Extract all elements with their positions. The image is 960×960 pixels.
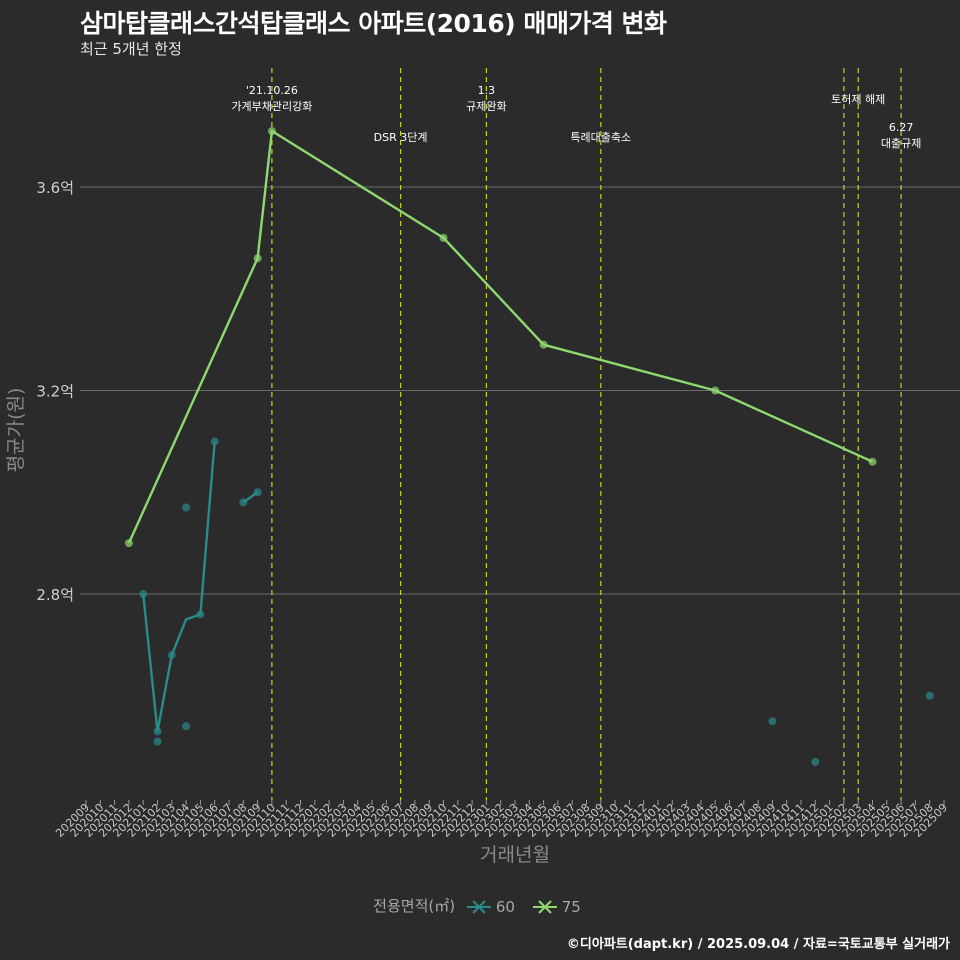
x-axis-label: 거래년월 bbox=[480, 844, 550, 866]
legend-label-60: 60 bbox=[495, 897, 515, 916]
legend-title: 전용면적(㎡) bbox=[373, 897, 456, 915]
series-60-point bbox=[253, 488, 262, 497]
legend-label-75: 75 bbox=[561, 897, 581, 916]
series-75-point bbox=[267, 127, 276, 136]
series-60-point bbox=[153, 737, 162, 746]
y-tick-label: 2.8억 bbox=[36, 586, 74, 604]
series-75-point bbox=[711, 386, 720, 395]
event-label: 특례대출축소 bbox=[570, 131, 631, 144]
event-label: 1.3 bbox=[478, 84, 496, 97]
chart-title: 삼마탑클래스간석탑클래스 아파트(2016) 매매가격 변화 bbox=[80, 9, 667, 38]
legend-item-60: 60 bbox=[466, 897, 521, 916]
event-label: 토허제 해제 bbox=[831, 92, 885, 106]
series-75-point bbox=[439, 233, 448, 242]
series-60-point bbox=[239, 498, 248, 507]
event-label: 가계부채관리강화 bbox=[231, 100, 312, 113]
series-60-point bbox=[768, 717, 777, 726]
legend-key-75-icon bbox=[532, 900, 557, 914]
event-label: 6.27 bbox=[889, 121, 914, 134]
event-label: '21.10.26 bbox=[246, 84, 298, 97]
series-60-point bbox=[182, 503, 191, 512]
series-75-point bbox=[868, 457, 877, 466]
series-60-point bbox=[925, 691, 934, 700]
series-60-point bbox=[167, 651, 176, 660]
series-60-point bbox=[139, 590, 148, 598]
series-75-point bbox=[253, 254, 262, 263]
source-caption: ©디아파트(dapt.kr) / 2025.09.04 / 자료=국토교통부 실… bbox=[566, 937, 950, 952]
series-60-line bbox=[142, 441, 216, 733]
series-75-point bbox=[539, 340, 548, 349]
series-60-point bbox=[196, 610, 205, 619]
event-label: 규제완화 bbox=[466, 100, 506, 113]
series-75-point bbox=[124, 539, 133, 548]
series-60-point bbox=[182, 722, 191, 731]
legend-item-75: 75 bbox=[532, 897, 587, 916]
y-axis-label: 평균가(원) bbox=[5, 388, 27, 473]
event-label: DSR 3단계 bbox=[374, 131, 428, 144]
series-60-point bbox=[210, 437, 219, 446]
legend: 전용면적(㎡) 60 75 bbox=[0, 895, 960, 916]
series-75-line bbox=[127, 129, 873, 544]
chart-subtitle: 최근 5개년 한정 bbox=[80, 40, 182, 58]
legend-key-60-icon bbox=[466, 900, 491, 914]
series-60-point bbox=[153, 727, 162, 736]
y-tick-label: 3.6억 bbox=[36, 179, 74, 197]
event-label: 대출규제 bbox=[881, 137, 921, 150]
series-60-point bbox=[811, 757, 820, 766]
y-tick-label: 3.2억 bbox=[36, 383, 74, 401]
